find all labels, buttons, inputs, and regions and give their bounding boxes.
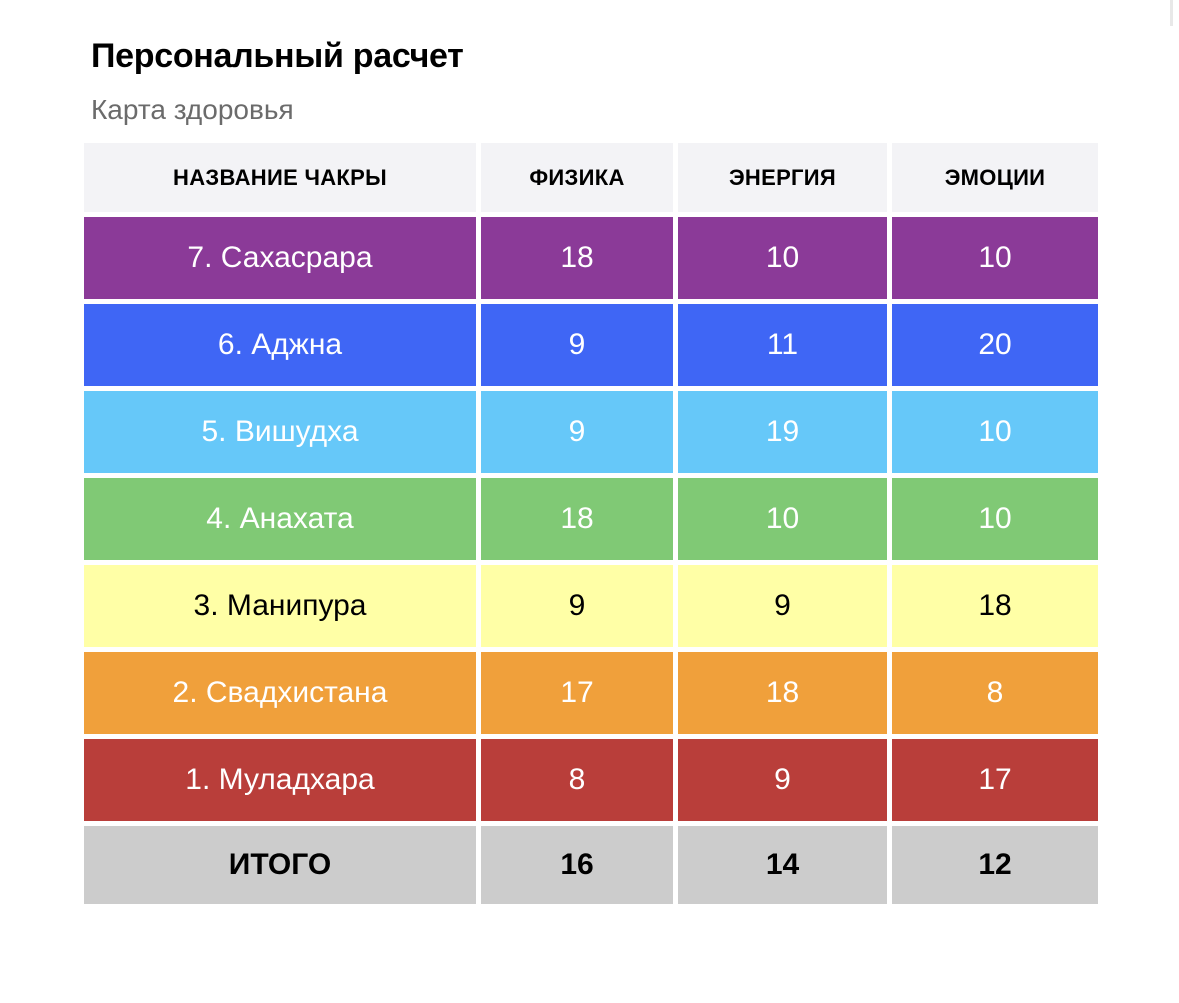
- energy-cell: 9: [678, 565, 892, 652]
- physics-cell: 9: [481, 565, 678, 652]
- table-row: 3. Манипура 9 9 18: [84, 565, 1098, 652]
- emotions-cell: 8: [892, 652, 1098, 739]
- chakra-name-cell: 4. Анахата: [84, 478, 481, 565]
- physics-cell: 17: [481, 652, 678, 739]
- energy-cell: 19: [678, 391, 892, 478]
- emotions-cell: 20: [892, 304, 1098, 391]
- emotions-cell: 10: [892, 217, 1098, 304]
- total-energy-cell: 14: [678, 826, 892, 909]
- chakra-name-cell: 5. Вишудха: [84, 391, 481, 478]
- energy-cell: 10: [678, 217, 892, 304]
- emotions-cell: 10: [892, 478, 1098, 565]
- chakra-name-cell: 3. Манипура: [84, 565, 481, 652]
- energy-cell: 9: [678, 739, 892, 826]
- chakra-name-cell: 6. Аджна: [84, 304, 481, 391]
- physics-cell: 18: [481, 217, 678, 304]
- header-emotions: ЭМОЦИИ: [892, 143, 1098, 217]
- chakra-name-cell: 1. Муладхара: [84, 739, 481, 826]
- emotions-cell: 18: [892, 565, 1098, 652]
- total-label-cell: ИТОГО: [84, 826, 481, 909]
- emotions-cell: 10: [892, 391, 1098, 478]
- energy-cell: 11: [678, 304, 892, 391]
- energy-cell: 10: [678, 478, 892, 565]
- header-energy: ЭНЕРГИЯ: [678, 143, 892, 217]
- chakra-name-cell: 2. Свадхистана: [84, 652, 481, 739]
- total-physics-cell: 16: [481, 826, 678, 909]
- table-header-row: НАЗВАНИЕ ЧАКРЫ ФИЗИКА ЭНЕРГИЯ ЭМОЦИИ: [84, 143, 1098, 217]
- energy-cell: 18: [678, 652, 892, 739]
- table-row: 1. Муладхара 8 9 17: [84, 739, 1098, 826]
- scroll-edge-indicator: [1170, 0, 1173, 26]
- chakra-name-cell: 7. Сахасрара: [84, 217, 481, 304]
- header-physics: ФИЗИКА: [481, 143, 678, 217]
- table-row: 4. Анахата 18 10 10: [84, 478, 1098, 565]
- header-chakra-name: НАЗВАНИЕ ЧАКРЫ: [84, 143, 481, 217]
- physics-cell: 18: [481, 478, 678, 565]
- emotions-cell: 17: [892, 739, 1098, 826]
- table-row: 2. Свадхистана 17 18 8: [84, 652, 1098, 739]
- table-row: 5. Вишудха 9 19 10: [84, 391, 1098, 478]
- chakra-table: НАЗВАНИЕ ЧАКРЫ ФИЗИКА ЭНЕРГИЯ ЭМОЦИИ 7. …: [84, 143, 1098, 909]
- page-subtitle: Карта здоровья: [91, 94, 294, 125]
- physics-cell: 8: [481, 739, 678, 826]
- physics-cell: 9: [481, 304, 678, 391]
- total-row: ИТОГО 16 14 12: [84, 826, 1098, 909]
- table-row: 6. Аджна 9 11 20: [84, 304, 1098, 391]
- table-row: 7. Сахасрара 18 10 10: [84, 217, 1098, 304]
- total-emotions-cell: 12: [892, 826, 1098, 909]
- page-title: Персональный расчет: [91, 37, 464, 75]
- physics-cell: 9: [481, 391, 678, 478]
